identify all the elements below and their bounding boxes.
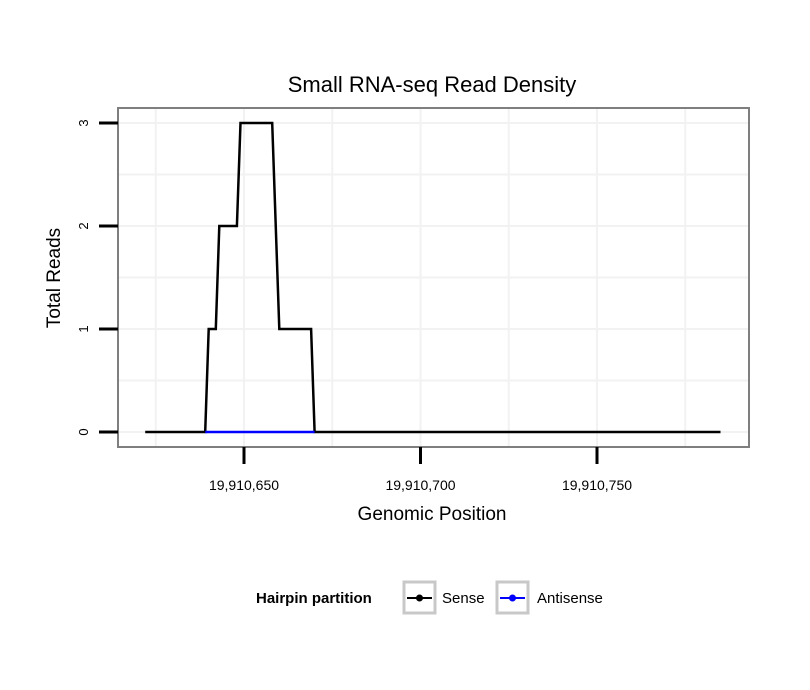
legend-point-antisense	[509, 594, 516, 602]
y-tick-label: 2	[76, 222, 91, 229]
y-axis-label: Total Reads	[44, 228, 65, 328]
x-axis-ticks: 19,910,650 19,910,700 19,910,750	[209, 447, 632, 493]
x-axis-label: Genomic Position	[358, 504, 507, 525]
legend-point-sense	[416, 594, 423, 602]
x-tick-label: 19,910,650	[209, 477, 279, 493]
series-line-sense	[145, 121, 721, 434]
y-axis-ticks: 0 1 2 3	[76, 119, 118, 436]
plot-panel-border	[117, 107, 750, 448]
legend: Hairpin partition Sense Antisense	[256, 580, 603, 615]
y-tick-label: 1	[76, 325, 91, 332]
series-lines	[145, 121, 721, 434]
legend-label-sense: Sense	[442, 590, 485, 607]
legend-title: Hairpin partition	[256, 590, 372, 607]
chart-title: Small RNA-seq Read Density	[288, 72, 577, 97]
legend-label-antisense: Antisense	[537, 590, 603, 607]
x-tick-label: 19,910,700	[385, 477, 455, 493]
y-tick-label: 3	[76, 119, 91, 126]
x-tick-label: 19,910,750	[562, 477, 632, 493]
y-tick-label: 0	[76, 428, 91, 435]
